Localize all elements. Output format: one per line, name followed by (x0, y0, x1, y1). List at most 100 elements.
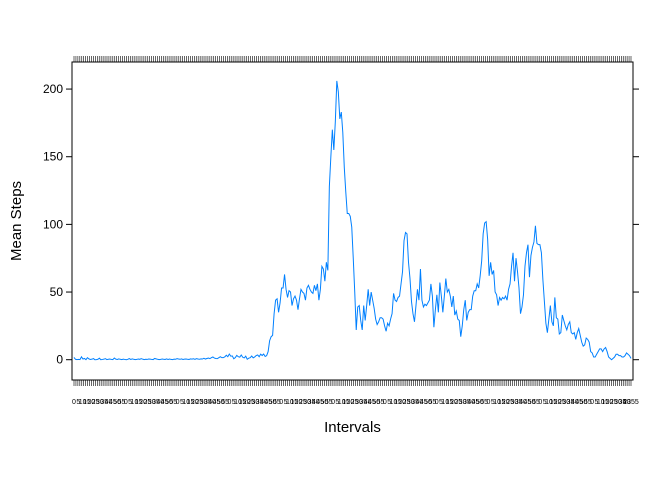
x-tick-label: 40 (208, 399, 216, 406)
x-tick-label: 30 (251, 399, 259, 406)
x-tick-label: 10 (545, 399, 553, 406)
x-tick-label: 25 (299, 399, 307, 406)
x-tick-label: 40 (467, 399, 475, 406)
x-tick-label: 50 (269, 399, 277, 406)
x-tick-label: 55 (377, 399, 385, 406)
x-axis-title: Intervals (324, 419, 381, 436)
x-tick-label: 10 (390, 399, 398, 406)
x-tick-label: 25 (403, 399, 411, 406)
x-tick-label: 15 (238, 399, 246, 406)
x-tick-label: 50 (528, 399, 536, 406)
x-tick-label: 0 (124, 399, 128, 406)
x-tick-label: 55 (221, 399, 229, 406)
x-tick-label: 5 (232, 399, 236, 406)
x-tick-label: 15 (290, 399, 298, 406)
x-tick-label: 5 (128, 399, 132, 406)
x-tick-label: 20 (606, 399, 614, 406)
x-tick-label: 30 (303, 399, 311, 406)
x-tick-label: 0 (383, 399, 387, 406)
x-tick-label: 25 (610, 399, 618, 406)
x-tick-label: 35 (204, 399, 212, 406)
x-tick-label: 5 (76, 399, 80, 406)
x-tick-label: 30 (407, 399, 415, 406)
x-tick-label: 10 (234, 399, 242, 406)
x-tick-label: 20 (346, 399, 354, 406)
x-tick-label: 45 (575, 399, 583, 406)
x-axis-top-ticks (73, 56, 632, 62)
x-tick-label: 25 (506, 399, 514, 406)
x-tick-label: 35 (256, 399, 264, 406)
x-tick-label: 25 (247, 399, 255, 406)
x-tick-label: 35 (359, 399, 367, 406)
x-tick-label: 50 (165, 399, 173, 406)
x-tick-label: 55 (118, 399, 126, 406)
x-tick-label: 35 (308, 399, 316, 406)
x-tick-label: 40 (260, 399, 268, 406)
x-tick-label: 40 (623, 399, 631, 406)
x-tick-label: 20 (243, 399, 251, 406)
y-tick-label: 200 (43, 82, 63, 96)
x-tick-label: 5 (180, 399, 184, 406)
y-tick-label: 150 (43, 150, 63, 164)
y-axis-title: Mean Steps (8, 181, 25, 261)
x-tick-label: 5 (387, 399, 391, 406)
x-tick-label: 5 (284, 399, 288, 406)
x-tick-label: 50 (321, 399, 329, 406)
x-tick-label: 35 (567, 399, 575, 406)
x-tick-label: 35 (100, 399, 108, 406)
x-tick-label: 20 (139, 399, 147, 406)
x-tick-label: 10 (441, 399, 449, 406)
x-tick-label: 30 (355, 399, 363, 406)
x-tick-label: 30 (459, 399, 467, 406)
x-tick-label: 35 (515, 399, 523, 406)
x-tick-label: 15 (601, 399, 609, 406)
x-tick-label: 30 (511, 399, 519, 406)
x-tick-label: 55 (532, 399, 540, 406)
x-tick-label: 20 (191, 399, 199, 406)
x-tick-label: 45 (420, 399, 428, 406)
x-tick-label: 5 (543, 399, 547, 406)
x-tick-label: 2355 (623, 399, 639, 406)
x-tick-label: 15 (394, 399, 402, 406)
x-tick-label: 20 (87, 399, 95, 406)
x-axis-bottom-ticks (73, 380, 632, 386)
x-tick-label: 20 (554, 399, 562, 406)
x-tick-label: 5 (491, 399, 495, 406)
x-tick-label: 55 (273, 399, 281, 406)
x-tick-label: 10 (131, 399, 139, 406)
x-tick-label: 45 (368, 399, 376, 406)
x-tick-label: 10 (79, 399, 87, 406)
y-tick-label: 100 (43, 217, 63, 231)
x-tick-label: 25 (92, 399, 100, 406)
x-tick-label: 40 (571, 399, 579, 406)
x-tick-label: 40 (156, 399, 164, 406)
x-tick-label: 15 (83, 399, 91, 406)
x-tick-label: 30 (614, 399, 622, 406)
x-tick-label: 10 (182, 399, 190, 406)
x-tick-label: 45 (109, 399, 117, 406)
series-line (73, 80, 632, 361)
x-tick-label: 45 (472, 399, 480, 406)
x-tick-label: 30 (96, 399, 104, 406)
x-tick-label: 50 (580, 399, 588, 406)
x-tick-label: 0 (435, 399, 439, 406)
x-tick-label: 0 (331, 399, 335, 406)
x-tick-label: 45 (161, 399, 169, 406)
x-tick-label: 35 (463, 399, 471, 406)
x-tick-label: 20 (450, 399, 458, 406)
x-tick-label: 50 (217, 399, 225, 406)
x-tick-label: 40 (105, 399, 113, 406)
x-tick-label: 25 (195, 399, 203, 406)
x-tick-label: 0 (538, 399, 542, 406)
x-tick-label: 15 (549, 399, 557, 406)
x-tick-label: 30 (200, 399, 208, 406)
x-tick-label: 10 (338, 399, 346, 406)
x-tick-label: 15 (187, 399, 195, 406)
x-tick-label: 40 (519, 399, 527, 406)
x-tick-label: 40 (364, 399, 372, 406)
x-tick-label: 55 (169, 399, 177, 406)
x-tick-label: 55 (584, 399, 592, 406)
x-tick-label: 40 (416, 399, 424, 406)
